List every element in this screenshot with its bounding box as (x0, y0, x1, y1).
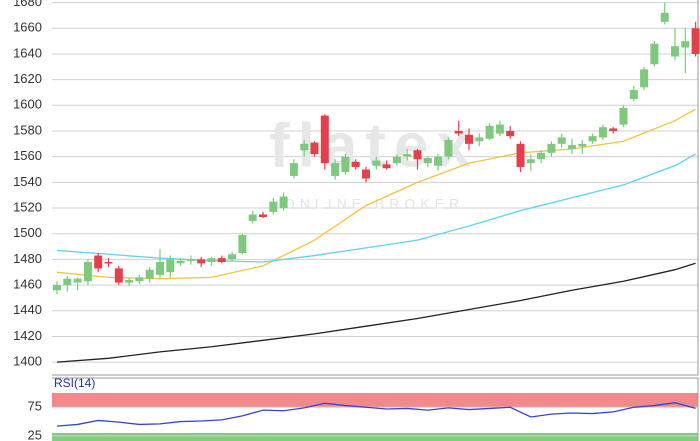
candle-body (104, 261, 113, 264)
candle-body (526, 159, 535, 164)
rsi-band (52, 433, 698, 441)
y-tick-label: 1460 (13, 277, 42, 292)
candle-body (650, 43, 659, 65)
candle-body (537, 152, 546, 160)
candle-body (125, 279, 134, 283)
candle-body (362, 169, 370, 179)
y-tick-label: 1440 (13, 302, 42, 317)
candle-body (320, 115, 329, 164)
moving-average (56, 262, 696, 363)
candle-body (382, 164, 391, 169)
rsi-band (52, 393, 698, 408)
candle-body (300, 143, 309, 151)
rsi-line (56, 402, 696, 427)
candle-body (217, 258, 226, 262)
candle-body (145, 269, 154, 279)
y-tick-label: 1420 (13, 328, 42, 343)
candle-body (94, 255, 103, 269)
candle-body (619, 107, 628, 125)
candle-body (156, 261, 164, 275)
y-tick-label: 1540 (13, 174, 42, 189)
candle-body (588, 136, 597, 142)
candle-body (475, 137, 484, 142)
candle-body (341, 156, 350, 173)
candle-body (238, 235, 247, 253)
candle-body (73, 278, 82, 283)
candle-body (495, 124, 504, 134)
candle-body (434, 156, 443, 166)
watermark-sub: ONLINE BROKER (284, 196, 464, 212)
candle-body (598, 127, 607, 138)
moving-average (56, 108, 696, 280)
candle-body (609, 128, 618, 131)
candle-body (269, 201, 278, 212)
candle-body (228, 254, 237, 260)
candle-body (660, 12, 669, 22)
candle-body (114, 268, 123, 283)
candle-body (83, 261, 92, 282)
candle-body (547, 143, 556, 153)
candle-body (506, 130, 515, 137)
candle-body (423, 157, 432, 164)
candle-body (578, 143, 587, 147)
candle-body (372, 160, 381, 166)
candle-body (207, 258, 216, 262)
candle-body (186, 259, 195, 261)
candle-body (444, 139, 453, 157)
candle-body (681, 41, 690, 48)
y-tick-label: 1640 (13, 45, 42, 60)
y-tick-label: 1680 (13, 0, 42, 9)
y-tick-label: 1500 (13, 225, 42, 240)
y-tick-label: 75 (28, 399, 42, 414)
candle-body (289, 163, 298, 176)
candle-body (465, 134, 473, 144)
candle-body (568, 145, 576, 149)
candle-body (629, 89, 638, 99)
moving-average (56, 153, 696, 263)
candle-body (557, 137, 566, 144)
candle-body (413, 150, 422, 160)
candle-body (248, 214, 257, 221)
candle-body (671, 46, 679, 57)
candle-body (331, 163, 340, 176)
candle-body (53, 285, 61, 291)
candle-body (279, 196, 288, 209)
y-tick-label: 25 (28, 427, 42, 441)
candle-body (403, 154, 412, 157)
candle-body (259, 214, 267, 218)
candle-body (392, 156, 401, 164)
y-tick-label: 1600 (13, 97, 42, 112)
candle-body (516, 143, 525, 167)
candle-body (640, 69, 649, 88)
y-tick-label: 1520 (13, 199, 42, 214)
candle-body (310, 142, 319, 155)
candle-body (176, 260, 185, 264)
candle-body (691, 28, 700, 54)
candle-body (454, 130, 463, 134)
candle-body (351, 161, 360, 167)
y-tick-label: 1400 (13, 354, 42, 369)
candle-body (485, 125, 494, 139)
y-tick-label: 1580 (13, 122, 42, 137)
candle-body (166, 259, 175, 273)
rsi-title: RSI(14) (54, 376, 95, 390)
candle-body (63, 278, 72, 286)
y-tick-label: 1560 (13, 148, 42, 163)
y-tick-label: 1660 (13, 20, 42, 35)
y-tick-label: 1480 (13, 251, 42, 266)
y-tick-label: 1620 (13, 71, 42, 86)
candle-body (197, 259, 206, 264)
candle-body (135, 277, 144, 282)
